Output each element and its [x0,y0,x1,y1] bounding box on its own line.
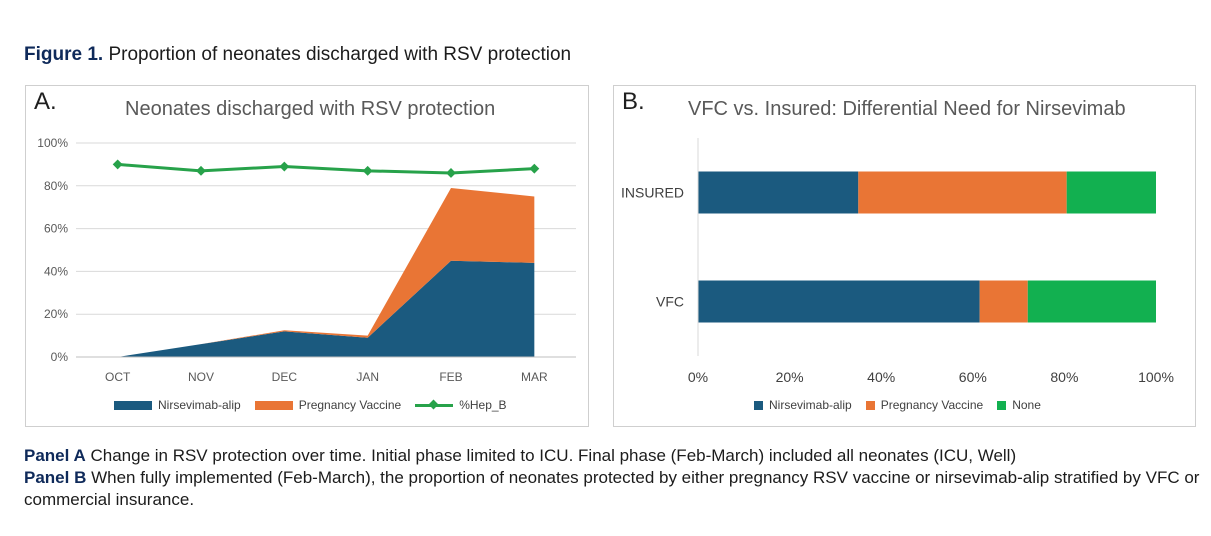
legend-swatch-none [997,400,1007,410]
marker-hep-b-jan [362,165,373,176]
panel-a-plot: 0% 20% 40% 60% 80% 100% OCT NOV DEC JAN FEB MAR [37,136,576,384]
y-tick-label-100: 100% [37,136,68,150]
x-tick-label-80: 80% [1050,369,1078,385]
legend-label-hepb: %Hep_B [459,398,507,412]
bar-insured-none [1066,171,1156,214]
legend-label-pregnancy-vaccine-b: Pregnancy Vaccine [880,398,984,412]
caption-panel-a-label: Panel A [24,446,86,465]
figure-caption: Panel A Change in RSV protection over ti… [24,445,1204,511]
marker-hep-b-feb [446,168,456,178]
y-tick-label-80: 80% [44,179,68,193]
legend-item-nirsevimab: Nirsevimab-alip [114,398,241,412]
caption-panel-b-label: Panel B [24,468,87,487]
x-tick-label-40: 40% [867,369,895,385]
caption-panel-b: Panel B When fully implemented (Feb-Marc… [24,467,1204,511]
x-tick-label-mar: MAR [521,370,548,384]
panel-b-title: VFC vs. Insured: Differential Need for N… [688,98,1126,120]
figure-title: Figure 1. Proportion of neonates dischar… [24,44,571,66]
panel-b-label: B. [622,88,645,115]
x-tick-label-0: 0% [688,369,708,385]
figure-label: Figure 1. [24,44,104,65]
area-pregnancy-vaccine [117,187,535,357]
marker-hep-b-dec [279,161,290,172]
x-tick-label-60: 60% [959,369,987,385]
y-tick-label-60: 60% [44,222,68,236]
x-tick-label-jan: JAN [356,370,379,384]
legend-swatch-nirsevimab [114,400,152,410]
x-tick-label-20: 20% [776,369,804,385]
y-category-label-vfc: VFC [656,294,684,310]
x-tick-label-100: 100% [1138,369,1174,385]
legend-swatch-pregnancy-vaccine [254,400,293,410]
bar-vfc-none [1027,280,1156,323]
x-tick-label-feb: FEB [439,370,462,384]
legend-swatch-pregnancy-vaccine-b [865,400,875,410]
legend-label-none: None [1012,398,1041,412]
x-tick-label-oct: OCT [105,370,131,384]
marker-hep-b-nov [196,165,206,176]
legend-item-pregnancy-vaccine-b: Pregnancy Vaccine [865,398,984,412]
y-category-label-insured: INSURED [621,185,684,201]
legend-label-nirsevimab: Nirsevimab-alip [158,398,241,412]
panel-b-plot: 0% 20% 40% 60% 80% 100% INSURED VFC [621,138,1174,385]
figure-title-text: Proportion of neonates discharged with R… [108,44,572,65]
caption-panel-a-text: Change in RSV protection over time. Init… [90,446,1017,465]
legend-label-pregnancy-vaccine: Pregnancy Vaccine [298,398,402,412]
caption-panel-b-text: When fully implemented (Feb-March), the … [24,468,1200,509]
area-nirsevimab-alip [117,260,535,357]
marker-hep-b-oct [112,159,123,170]
legend-item-pregnancy-vaccine: Pregnancy Vaccine [254,398,402,412]
panel-a-legend: Nirsevimab-alip Pregnancy Vaccine %Hep_B [114,398,521,412]
legend-item-nirsevimab-b: Nirsevimab-alip [754,398,852,412]
panel-a-label: A. [34,88,57,115]
legend-swatch-hepb [415,403,454,407]
panel-a-title: Neonates discharged with RSV protection [125,98,496,120]
panel-b-chart: 0% 20% 40% 60% 80% 100% INSURED VFC B. VFC vs. … [613,85,1196,427]
legend-label-nirsevimab-b: Nirsevimab-alip [769,398,852,412]
legend-swatch-nirsevimab-b [754,400,763,410]
marker-hep-b-mar [529,163,540,174]
bar-insured-pregnancy-vaccine [858,171,1067,214]
y-tick-label-40: 40% [44,264,68,278]
x-tick-label-nov: NOV [188,370,214,384]
line-hep-b [117,162,535,175]
caption-panel-a: Panel A Change in RSV protection over ti… [24,445,1204,467]
legend-item-none: None [997,398,1041,412]
x-tick-label-dec: DEC [272,370,298,384]
legend-item-hepb: %Hep_B [415,398,507,412]
bar-vfc-pregnancy-vaccine [979,280,1028,323]
panel-a-chart: 0% 20% 40% 60% 80% 100% OCT NOV DEC JAN FEB MAR A. … [25,85,589,427]
bar-vfc-nirsevimab-alip [698,280,980,323]
panel-b-legend: Nirsevimab-alip Pregnancy Vaccine None [754,398,1055,412]
y-tick-label-20: 20% [44,307,68,321]
y-tick-label-0: 0% [51,350,69,364]
bar-insured-nirsevimab-alip [698,171,859,214]
